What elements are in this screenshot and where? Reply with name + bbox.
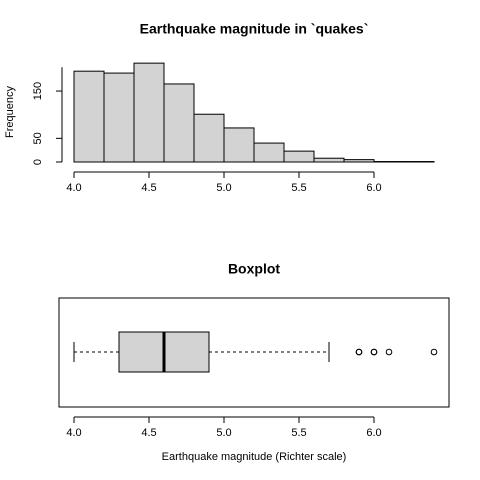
bar — [343, 159, 375, 163]
bar — [193, 113, 225, 163]
x-tick-label: 5.0 — [216, 427, 231, 439]
y-tick-label: 150 — [32, 82, 44, 100]
outlier — [355, 348, 363, 356]
x-tick-label: 4.0 — [66, 427, 81, 439]
chart-title: Earthquake magnitude in `quakes` — [140, 21, 369, 37]
x-tick-label: 6.0 — [366, 427, 381, 439]
x-tick-label: 6.0 — [366, 182, 381, 194]
bar — [103, 72, 135, 163]
x-tick-label: 4.5 — [141, 427, 156, 439]
y-tick-label: 50 — [32, 132, 44, 144]
plot-frame — [58, 297, 450, 408]
y-tick-label: 0 — [32, 159, 44, 165]
bar — [313, 157, 345, 163]
bar — [163, 83, 195, 163]
outlier — [370, 348, 378, 356]
x-axis-label: Earthquake magnitude (Richter scale) — [162, 451, 347, 463]
outlier — [385, 348, 393, 356]
bar — [283, 150, 315, 163]
chart-title: Boxplot — [228, 261, 280, 277]
x-tick-label: 4.5 — [141, 182, 156, 194]
x-tick-label: 5.5 — [291, 427, 306, 439]
bar — [133, 62, 165, 163]
y-axis-label: Frequency — [4, 86, 16, 138]
bar — [253, 142, 285, 163]
outlier — [430, 348, 438, 356]
bar — [223, 127, 255, 163]
x-tick-label: 5.0 — [216, 182, 231, 194]
x-tick-label: 4.0 — [66, 182, 81, 194]
bar — [73, 70, 105, 163]
x-tick-label: 5.5 — [291, 182, 306, 194]
